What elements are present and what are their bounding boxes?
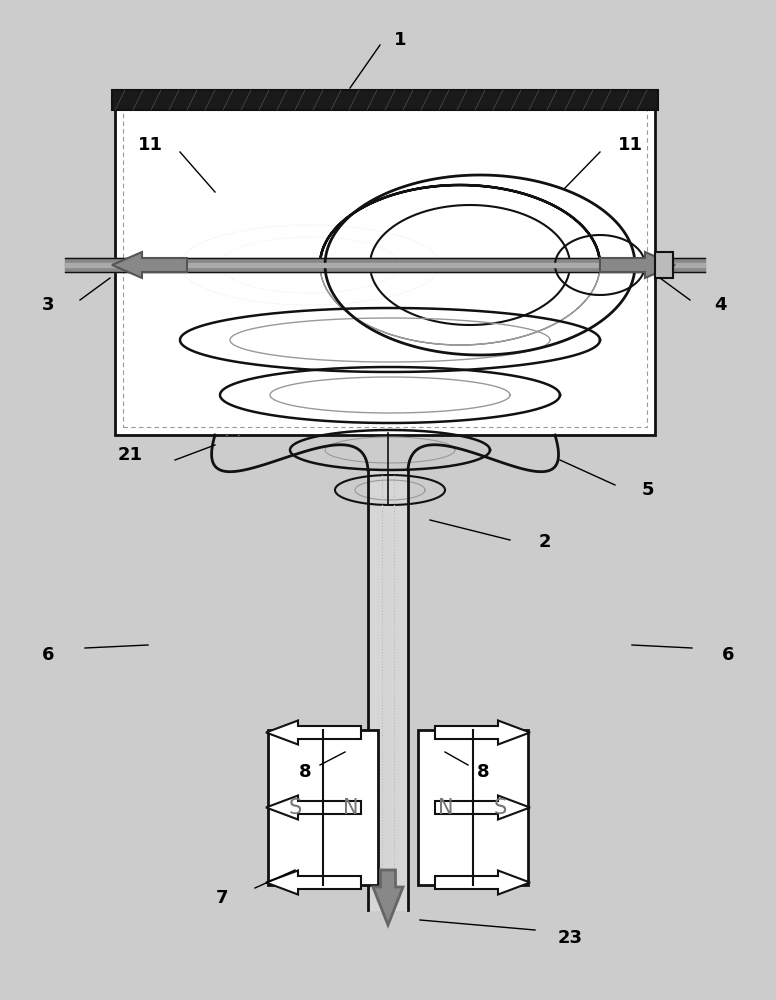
- Polygon shape: [435, 796, 530, 820]
- Polygon shape: [373, 870, 403, 925]
- Text: 11: 11: [618, 136, 643, 154]
- Bar: [112, 90, 658, 110]
- Text: 8: 8: [299, 763, 311, 781]
- Text: 23: 23: [557, 929, 583, 947]
- Text: 3: 3: [42, 296, 54, 314]
- Polygon shape: [112, 252, 187, 278]
- Text: 8: 8: [476, 763, 490, 781]
- Polygon shape: [435, 870, 530, 894]
- Text: 11: 11: [137, 136, 162, 154]
- Text: S: S: [494, 798, 508, 818]
- Text: N: N: [343, 798, 359, 818]
- Polygon shape: [600, 252, 675, 278]
- Text: 5: 5: [642, 481, 654, 499]
- Text: 4: 4: [714, 296, 726, 314]
- Bar: [418, 730, 528, 885]
- Text: N: N: [438, 798, 453, 818]
- Text: 2: 2: [539, 533, 551, 551]
- Polygon shape: [435, 720, 530, 744]
- Bar: [123, 98, 647, 427]
- Text: 1: 1: [393, 31, 407, 49]
- Bar: [115, 90, 655, 435]
- Polygon shape: [266, 796, 361, 820]
- Text: 6: 6: [42, 646, 54, 664]
- Bar: [655, 252, 673, 278]
- Polygon shape: [266, 720, 361, 744]
- Text: 6: 6: [722, 646, 734, 664]
- Text: S: S: [289, 798, 302, 818]
- Text: 21: 21: [117, 446, 143, 464]
- Bar: [268, 730, 378, 885]
- Text: 7: 7: [216, 889, 228, 907]
- Polygon shape: [266, 870, 361, 894]
